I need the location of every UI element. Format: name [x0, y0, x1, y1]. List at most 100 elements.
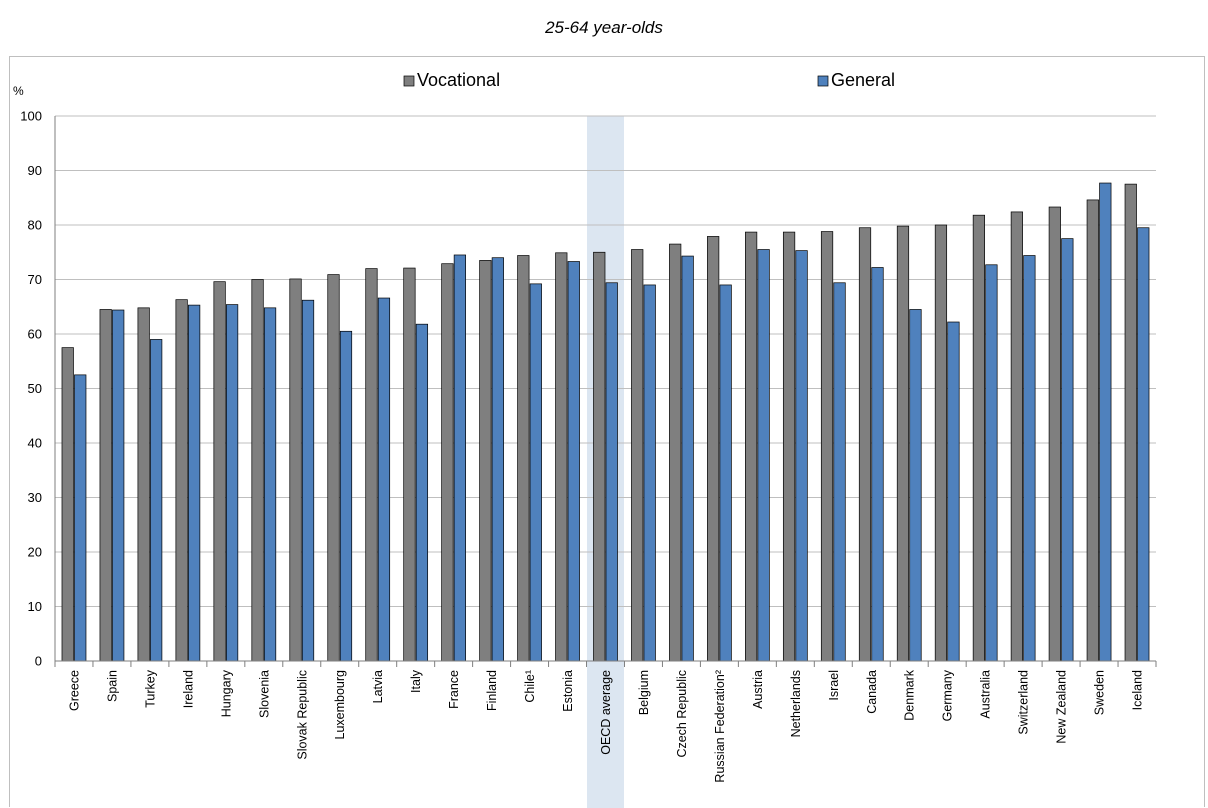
x-tick-label-denmark: Denmark: [903, 669, 917, 720]
x-tick-label-greece: Greece: [67, 670, 81, 711]
x-tick-label-netherlands: Netherlands: [789, 670, 803, 737]
y-tick-label-50: 50: [28, 381, 42, 396]
bar-general-france: [453, 254, 466, 662]
x-tick-label-finland: Finland: [485, 670, 499, 711]
bar-general-switzerland: [1023, 255, 1036, 662]
bar-general-slovenia: [263, 307, 277, 662]
bar-vocational-slovak-republic: [289, 278, 302, 662]
bar-vocational-slovenia: [251, 279, 264, 662]
y-tick-label-60: 60: [28, 327, 42, 342]
x-tick-label-italy: Italy: [409, 669, 423, 693]
y-tick-label-90: 90: [28, 163, 42, 178]
x-tick-label-oecd-average: OECD average: [599, 670, 613, 755]
bar-vocational-israel: [820, 231, 834, 662]
x-tick-label-canada: Canada: [865, 670, 879, 714]
bar-vocational-austria: [745, 231, 758, 662]
bar-general-chile: [529, 283, 542, 662]
bar-vocational-italy: [403, 267, 416, 662]
y-tick-label-80: 80: [28, 218, 42, 233]
x-tick-label-czech-republic: Czech Republic: [675, 670, 689, 758]
bar-general-greece: [74, 374, 87, 662]
bar-general-spain: [112, 309, 125, 662]
chart-title: 25-64 year-olds: [545, 18, 663, 37]
x-tick-label-switzerland: Switzerland: [1017, 670, 1031, 735]
bar-chart: 0 10 20 30 40 50 60 70 80 90 100% Greece Spain Turkey…: [13, 70, 1157, 808]
bar-general-russian-federation: [719, 284, 732, 662]
bar-general-italy: [415, 323, 429, 662]
bar-vocational-estonia: [555, 252, 568, 662]
x-tick-label-belgium: Belgium: [637, 670, 651, 715]
y-tick-label-40: 40: [28, 436, 42, 451]
y-axis-label: %: [13, 84, 24, 98]
y-tick-label-30: 30: [28, 490, 42, 505]
bar-vocational-greece: [61, 347, 74, 662]
bar-general-oecd-average: [605, 282, 618, 662]
x-tick-label-austria: Austria: [751, 670, 765, 709]
x-tick-label-slovenia: Slovenia: [257, 670, 271, 718]
bar-vocational-belgium: [631, 249, 644, 662]
x-tick-label-iceland: Iceland: [1131, 670, 1145, 710]
x-tick-label-australia: Australia: [979, 670, 993, 719]
x-tick-label-russian-federation: Russian Federation²: [713, 670, 727, 783]
bar-general-estonia: [567, 261, 580, 662]
bar-vocational-turkey: [137, 307, 150, 662]
bar-vocational-czech-republic: [669, 243, 682, 662]
bar-general-latvia: [377, 297, 391, 662]
bar-vocational-russian-federation: [707, 236, 720, 662]
bar-general-netherlands: [795, 250, 808, 662]
bar-vocational-switzerland: [1010, 211, 1023, 662]
y-tick-label-20: 20: [28, 545, 42, 560]
x-tick-label-latvia: Latvia: [371, 670, 385, 703]
bar-vocational-iceland: [1124, 183, 1137, 662]
x-tick-label-new-zealand: New Zealand: [1055, 670, 1069, 744]
bar-vocational-canada: [858, 227, 872, 662]
bar-general-luxembourg: [339, 330, 353, 662]
bar-vocational-sweden: [1086, 199, 1099, 662]
bar-general-iceland: [1137, 227, 1150, 662]
bar-general-austria: [757, 249, 770, 662]
bar-general-ireland: [188, 304, 201, 662]
bar-general-canada: [871, 267, 884, 662]
x-tick-label-slovak-republic: Slovak Republic: [295, 670, 309, 760]
x-tick-label-germany: Germany: [941, 669, 955, 721]
bar-general-germany: [947, 321, 960, 662]
y-tick-label-0: 0: [35, 654, 42, 669]
x-tick-label-hungary: Hungary: [219, 669, 233, 717]
bar-vocational-germany: [934, 224, 948, 662]
x-tick-label-israel: Israel: [827, 670, 841, 701]
y-tick-label-10: 10: [28, 599, 42, 614]
bar-vocational-hungary: [213, 281, 226, 662]
x-tick-label-spain: Spain: [105, 670, 119, 702]
x-tick-label-chile: Chile¹: [523, 670, 537, 703]
legend-label-vocational: Vocational: [417, 70, 500, 90]
bar-vocational-spain: [99, 309, 112, 662]
bar-general-hungary: [225, 304, 239, 662]
bar-vocational-luxembourg: [327, 274, 340, 662]
chart-frame: 0 10 20 30 40 50 60 70 80 90 100% Greece Spain Turkey…: [9, 56, 1205, 808]
bar-vocational-finland: [479, 260, 492, 662]
bar-general-israel: [833, 282, 846, 662]
bar-general-finland: [491, 257, 504, 662]
bar-vocational-france: [441, 263, 454, 662]
bar-general-new-zealand: [1061, 238, 1074, 662]
bar-vocational-denmark: [896, 225, 910, 662]
x-tick-label-turkey: Turkey: [143, 669, 157, 707]
bar-general-australia: [985, 264, 998, 662]
x-tick-label-luxembourg: Luxembourg: [333, 670, 347, 740]
bar-vocational-ireland: [175, 299, 188, 662]
legend-swatch-general: [817, 75, 829, 87]
x-tick-label-sweden: Sweden: [1093, 670, 1107, 715]
x-tick-label-estonia: Estonia: [561, 670, 575, 712]
legend-label-general: General: [831, 70, 895, 90]
bar-general-belgium: [643, 284, 656, 662]
bar-general-czech-republic: [681, 255, 694, 662]
x-tick-label-france: France: [447, 670, 461, 709]
bar-vocational-latvia: [365, 268, 378, 662]
bar-vocational-new-zealand: [1048, 206, 1061, 662]
bar-general-denmark: [909, 309, 922, 662]
bar-vocational-australia: [972, 214, 986, 662]
bar-vocational-netherlands: [782, 231, 796, 662]
bar-general-sweden: [1099, 182, 1112, 662]
bar-vocational-oecd-average: [593, 251, 606, 662]
bar-vocational-chile: [517, 255, 530, 662]
